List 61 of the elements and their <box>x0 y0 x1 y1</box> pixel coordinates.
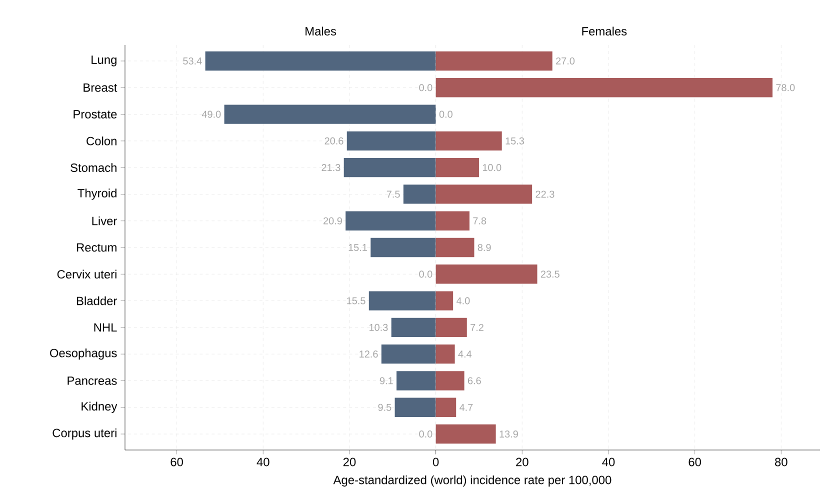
y-tick-label: Prostate <box>74 110 117 118</box>
data-label: 27.0 <box>556 57 575 65</box>
data-label: 13.9 <box>500 430 518 438</box>
bar <box>436 424 496 444</box>
data-label: 8.9 <box>478 244 491 252</box>
y-tick-label: Oesophagus <box>50 348 117 360</box>
x-tick-label: 60 <box>688 458 702 466</box>
bar <box>224 104 436 124</box>
series-label: Males <box>306 26 336 36</box>
data-label: 21.3 <box>322 164 340 172</box>
x-tick-label: 20 <box>343 458 356 466</box>
data-label: 10.0 <box>482 164 502 172</box>
data-label: 20.9 <box>324 217 342 224</box>
data-label: 4.4 <box>458 350 472 358</box>
bar <box>436 78 773 98</box>
text: Females <box>582 26 627 36</box>
x-axis-title: Age-standardized (world) incidence rate per 100,000 <box>333 475 612 487</box>
y-tick-label: Rectum <box>77 243 116 252</box>
x-tick-label: 0 <box>432 458 439 466</box>
data-label: 4.0 <box>456 297 470 304</box>
data-label: 15.1 <box>348 244 367 251</box>
data-label: 0.0 <box>419 84 432 92</box>
bar <box>436 291 454 310</box>
y-tick-label: Stomach <box>70 163 116 172</box>
data-label: 7.2 <box>470 324 484 331</box>
y-tick-label: Breast <box>84 83 118 92</box>
data-label: 4.7 <box>460 404 473 411</box>
data-label: 0.0 <box>419 430 432 438</box>
data-label: 7.8 <box>473 217 486 224</box>
data-label: 15.3 <box>506 137 524 144</box>
y-tick-label: Liver <box>92 216 118 226</box>
data-label: 12.6 <box>360 350 378 358</box>
y-tick-label: Colon <box>86 136 116 146</box>
x-tick-label: 80 <box>775 458 788 466</box>
y-tick-label: NHL <box>94 323 117 332</box>
y-tick-label: Lung <box>92 56 116 66</box>
y-tick-label: Pancreas <box>68 376 117 385</box>
y-tick-label: Corpus uteri <box>52 428 116 440</box>
data-label: 0.0 <box>419 270 432 278</box>
data-label: 10.3 <box>370 324 388 331</box>
data-label: 0.0 <box>439 110 452 118</box>
data-label: 9.1 <box>380 377 393 384</box>
y-tick-label: Thyroid <box>78 188 116 200</box>
data-label: 7.5 <box>386 190 400 198</box>
data-label: 78.0 <box>776 84 795 92</box>
data-label: 49.0 <box>202 110 221 118</box>
x-tick-label: 60 <box>170 458 183 466</box>
x-tick-label: 20 <box>516 458 528 466</box>
y-tick-label: Bladder <box>77 296 118 306</box>
data-label: 9.5 <box>378 404 392 411</box>
data-label: 15.5 <box>347 297 366 304</box>
x-tick-label: 40 <box>602 458 615 466</box>
x-tick-label: 40 <box>256 458 270 466</box>
data-label: 23.5 <box>540 270 560 278</box>
data-label: 6.6 <box>468 377 481 384</box>
y-tick-label: Cervix uteri <box>57 270 116 279</box>
data-label: 20.6 <box>324 137 344 144</box>
data-label: 22.3 <box>536 190 554 198</box>
data-label: 53.4 <box>183 57 202 65</box>
y-tick-label: Kidney <box>82 402 118 413</box>
bar <box>436 264 538 284</box>
